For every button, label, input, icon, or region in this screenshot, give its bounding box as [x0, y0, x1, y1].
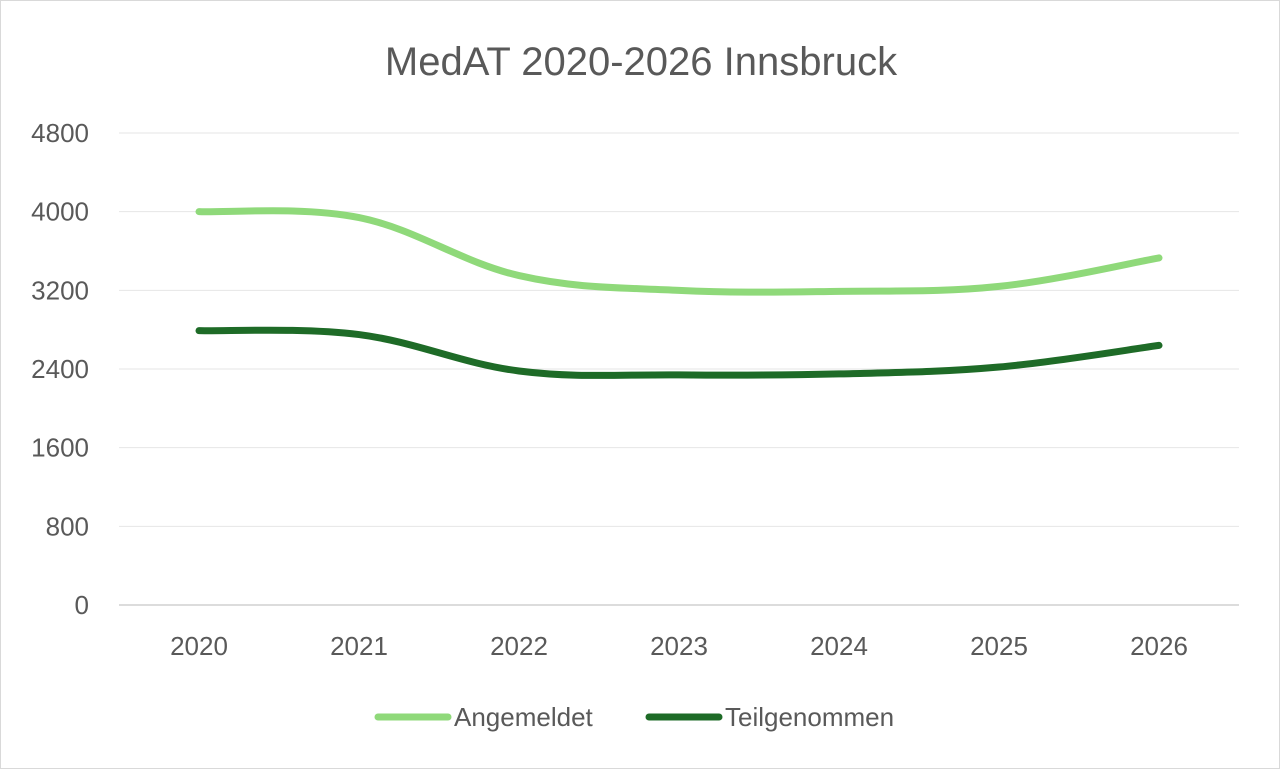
series-line-teilgenommen — [195, 326, 1163, 379]
series-lines — [195, 207, 1163, 379]
data-point-teilgenommen — [356, 331, 363, 338]
data-point-teilgenommen — [676, 371, 683, 378]
y-tick-label: 1600 — [31, 433, 89, 463]
data-point-angemeldet — [676, 287, 683, 294]
data-point-teilgenommen — [196, 327, 203, 334]
y-tick-label: 4000 — [31, 197, 89, 227]
data-point-teilgenommen — [1156, 342, 1163, 349]
data-point-teilgenommen — [996, 364, 1003, 371]
y-tick-label: 0 — [75, 590, 89, 620]
y-tick-label: 3200 — [31, 275, 89, 305]
x-tick-label: 2025 — [970, 631, 1028, 661]
data-point-teilgenommen — [516, 367, 523, 374]
chart-title: MedAT 2020-2026 Innsbruck — [385, 40, 898, 84]
series-line-angemeldet — [195, 207, 1163, 296]
data-point-angemeldet — [516, 272, 523, 279]
legend: Angemeldet Teilgenommen — [374, 702, 894, 732]
gridlines — [119, 132, 1239, 606]
legend-item-teilgenommen: Teilgenommen — [645, 702, 894, 732]
x-tick-label: 2020 — [170, 631, 228, 661]
data-point-angemeldet — [1156, 254, 1163, 261]
data-point-angemeldet — [356, 214, 363, 221]
x-tick-label: 2023 — [650, 631, 708, 661]
data-point-angemeldet — [996, 283, 1003, 290]
y-axis-ticks: 0 800 1600 2400 3200 4000 4800 — [31, 118, 89, 620]
legend-label: Teilgenommen — [725, 702, 894, 732]
y-tick-label: 800 — [46, 511, 89, 541]
x-tick-label: 2021 — [330, 631, 388, 661]
data-point-angemeldet — [196, 208, 203, 215]
data-point-teilgenommen — [836, 370, 843, 377]
x-tick-label: 2022 — [490, 631, 548, 661]
legend-item-angemeldet: Angemeldet — [374, 702, 594, 732]
legend-label: Angemeldet — [454, 702, 594, 732]
data-point-angemeldet — [836, 288, 843, 295]
x-axis-ticks: 2020 2021 2022 2023 2024 2025 2026 — [170, 631, 1188, 661]
y-tick-label: 2400 — [31, 354, 89, 384]
x-tick-label: 2026 — [1130, 631, 1188, 661]
y-tick-label: 4800 — [31, 118, 89, 148]
x-tick-label: 2024 — [810, 631, 868, 661]
